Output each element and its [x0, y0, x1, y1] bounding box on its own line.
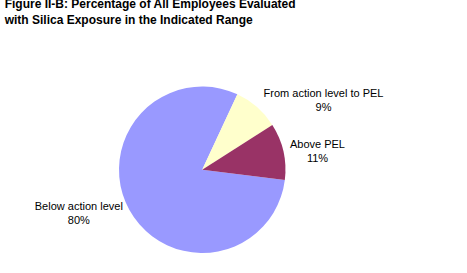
- svg-text:Figure II-B: Percentage of All: Figure II-B: Percentage of All Employees…: [4, 0, 296, 27]
- svg-text:Below action level80%: Below action level80%: [35, 200, 123, 226]
- svg-text:From action level to PEL9%: From action level to PEL9%: [264, 87, 384, 113]
- svg-text:Above PEL11%: Above PEL11%: [290, 138, 345, 164]
